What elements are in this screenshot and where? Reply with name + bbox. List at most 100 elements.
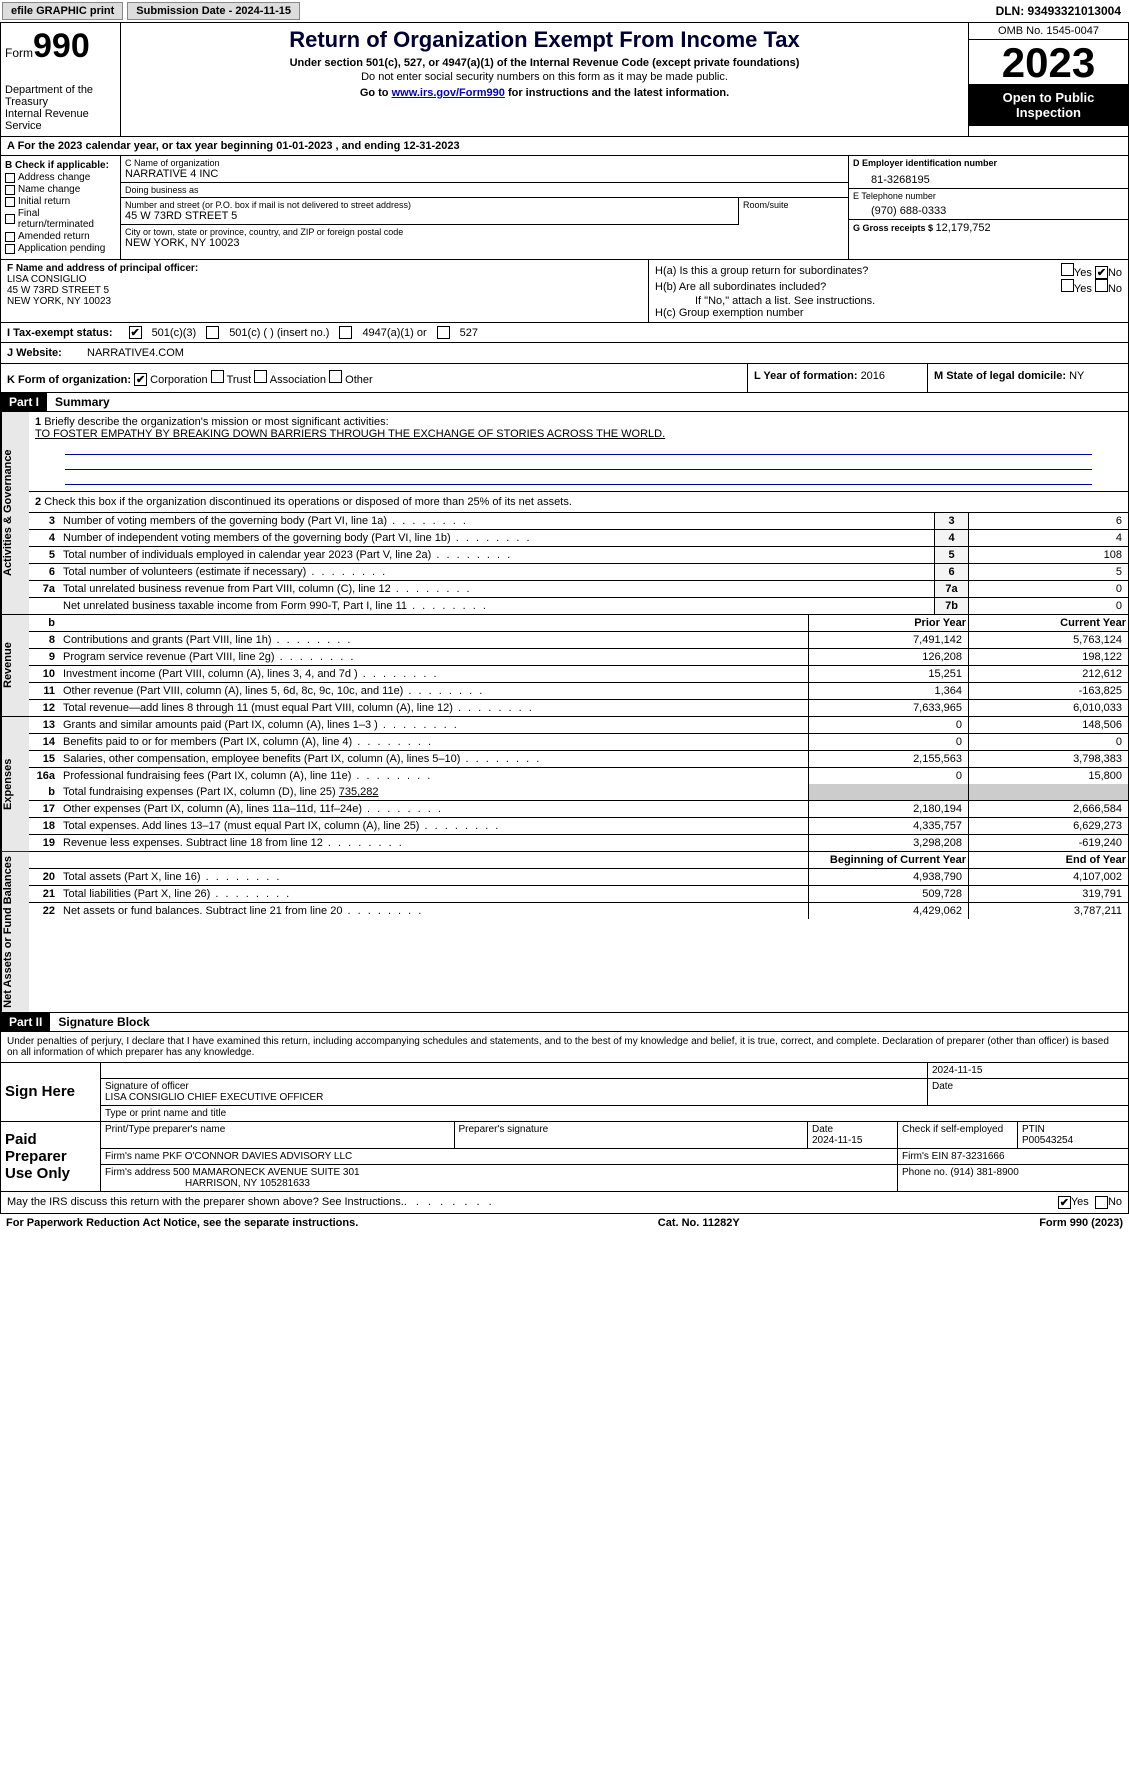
part1-label: Part I xyxy=(1,393,47,411)
vtab-revenue: Revenue xyxy=(1,615,29,716)
paid-prep-label: Paid Preparer Use Only xyxy=(1,1122,101,1191)
ptin-value: P00543254 xyxy=(1022,1135,1073,1146)
summary-line: 3Number of voting members of the governi… xyxy=(29,513,1128,530)
chk-address-change[interactable] xyxy=(5,173,15,183)
chk-final-return[interactable] xyxy=(5,214,15,224)
website-url: NARRATIVE4.COM xyxy=(87,347,184,359)
year-formation: L Year of formation: 2016 xyxy=(748,364,928,392)
name-title-label: Type or print name and title xyxy=(101,1106,1128,1121)
discuss-label: May the IRS discuss this return with the… xyxy=(7,1196,404,1208)
b-small: b xyxy=(29,615,59,631)
irs-label: Internal Revenue Service xyxy=(5,108,116,132)
officer-name: LISA CONSIGLIO CHIEF EXECUTIVE OFFICER xyxy=(105,1092,923,1103)
form-org-type: K Form of organization: ✔ Corporation Tr… xyxy=(1,364,748,392)
chk-ha-no[interactable]: ✔ xyxy=(1095,266,1108,279)
firm-phone: (914) 381-8900 xyxy=(950,1167,1018,1178)
chk-501c3[interactable]: ✔ xyxy=(129,326,142,339)
summary-line: 19Revenue less expenses. Subtract line 1… xyxy=(29,835,1128,851)
chk-trust[interactable] xyxy=(211,370,224,383)
submission-date-field: Submission Date - 2024-11-15 xyxy=(127,2,300,20)
firm-addr2: HARRISON, NY 105281633 xyxy=(105,1178,310,1189)
sign-date: 2024-11-15 xyxy=(928,1063,1128,1078)
summary-line: 9Program service revenue (Part VIII, lin… xyxy=(29,649,1128,666)
part1-title: Summary xyxy=(47,393,118,411)
line1-label: Briefly describe the organization's miss… xyxy=(44,416,388,428)
chk-discuss-yes[interactable]: ✔ xyxy=(1058,1196,1071,1209)
suite-label: Room/suite xyxy=(743,200,844,210)
street-label: Number and street (or P.O. box if mail i… xyxy=(125,200,734,210)
col-begin: Beginning of Current Year xyxy=(808,852,968,868)
summary-line: 11Other revenue (Part VIII, column (A), … xyxy=(29,683,1128,700)
firm-name: PKF O'CONNOR DAVIES ADVISORY LLC xyxy=(162,1151,352,1162)
chk-discuss-no[interactable] xyxy=(1095,1196,1108,1209)
chk-4947[interactable] xyxy=(339,326,352,339)
date-label: Date xyxy=(928,1079,1128,1105)
tax-year: 2023 xyxy=(969,40,1128,84)
box-h: H(a) Is this a group return for subordin… xyxy=(648,260,1128,322)
summary-line: 5Total number of individuals employed in… xyxy=(29,547,1128,564)
col-end: End of Year xyxy=(968,852,1128,868)
state-domicile: M State of legal domicile: NY xyxy=(928,364,1128,392)
line16b: Total fundraising expenses (Part IX, col… xyxy=(59,784,808,800)
print-name-label: Print/Type preparer's name xyxy=(101,1122,455,1148)
chk-501c-other[interactable] xyxy=(206,326,219,339)
summary-line: 10Investment income (Part VIII, column (… xyxy=(29,666,1128,683)
summary-line: 8Contributions and grants (Part VIII, li… xyxy=(29,632,1128,649)
summary-line: 12Total revenue—add lines 8 through 11 (… xyxy=(29,700,1128,716)
summary-line: Net unrelated business taxable income fr… xyxy=(29,598,1128,614)
omb-number: OMB No. 1545-0047 xyxy=(969,23,1128,40)
form-number: 990 xyxy=(33,27,90,65)
chk-assoc[interactable] xyxy=(254,370,267,383)
form-title: Return of Organization Exempt From Incom… xyxy=(125,27,964,53)
vtab-expenses: Expenses xyxy=(1,717,29,851)
gross-label: G Gross receipts $ xyxy=(853,223,936,233)
tax-exempt-status: I Tax-exempt status: ✔501(c)(3) 501(c) (… xyxy=(0,323,1129,343)
chk-corp[interactable]: ✔ xyxy=(134,373,147,386)
sig-officer-label: Signature of officer xyxy=(105,1081,923,1092)
chk-hb-yes[interactable] xyxy=(1061,279,1074,292)
dept-treasury: Department of the Treasury xyxy=(5,84,116,108)
dba-label: Doing business as xyxy=(125,185,844,195)
chk-527[interactable] xyxy=(437,326,450,339)
chk-initial-return[interactable] xyxy=(5,197,15,207)
summary-line: 6Total number of volunteers (estimate if… xyxy=(29,564,1128,581)
part2-title: Signature Block xyxy=(50,1013,157,1031)
identification-block: B Check if applicable: Address change Na… xyxy=(0,156,1129,260)
chk-amended[interactable] xyxy=(5,232,15,242)
box-b-header: B Check if applicable: xyxy=(5,160,116,171)
open-public: Open to Public Inspection xyxy=(969,84,1128,126)
city-label: City or town, state or province, country… xyxy=(125,227,844,237)
phone-value: (970) 688-0333 xyxy=(853,201,1124,217)
summary-line: 14Benefits paid to or for members (Part … xyxy=(29,734,1128,751)
vtab-netassets: Net Assets or Fund Balances xyxy=(1,852,29,1012)
irs-link[interactable]: www.irs.gov/Form990 xyxy=(392,87,505,99)
org-name-label: C Name of organization xyxy=(125,158,844,168)
declaration: Under penalties of perjury, I declare th… xyxy=(0,1032,1129,1063)
phone-label: E Telephone number xyxy=(853,191,1124,201)
mission-text: TO FOSTER EMPATHY BY BREAKING DOWN BARRI… xyxy=(35,428,665,440)
dln-label: DLN: 93493321013004 xyxy=(996,4,1127,18)
form-label: Form xyxy=(5,46,33,60)
chk-name-change[interactable] xyxy=(5,185,15,195)
summary-line: 16aProfessional fundraising fees (Part I… xyxy=(29,768,1128,784)
ein-label: D Employer identification number xyxy=(853,158,1124,168)
summary-line: 17Other expenses (Part IX, column (A), l… xyxy=(29,801,1128,818)
sign-here-label: Sign Here xyxy=(1,1063,101,1121)
summary-line: 4Number of independent voting members of… xyxy=(29,530,1128,547)
firm-ein: 87-3231666 xyxy=(951,1151,1004,1162)
street-value: 45 W 73RD STREET 5 xyxy=(125,210,734,222)
chk-ha-yes[interactable] xyxy=(1061,263,1074,276)
org-name: NARRATIVE 4 INC xyxy=(125,168,844,180)
efile-print-button[interactable]: efile GRAPHIC print xyxy=(2,2,123,20)
form-subtitle: Under section 501(c), 527, or 4947(a)(1)… xyxy=(125,57,964,69)
paperwork-notice: For Paperwork Reduction Act Notice, see … xyxy=(6,1217,358,1229)
summary-line: 20Total assets (Part X, line 16)4,938,79… xyxy=(29,869,1128,886)
chk-hb-no[interactable] xyxy=(1095,279,1108,292)
ein-value: 81-3268195 xyxy=(853,168,1124,186)
chk-app-pending[interactable] xyxy=(5,244,15,254)
summary-line: 15Salaries, other compensation, employee… xyxy=(29,751,1128,768)
period-line: A For the 2023 calendar year, or tax yea… xyxy=(0,137,1129,156)
chk-other[interactable] xyxy=(329,370,342,383)
summary-line: 18Total expenses. Add lines 13–17 (must … xyxy=(29,818,1128,835)
col-current: Current Year xyxy=(968,615,1128,631)
